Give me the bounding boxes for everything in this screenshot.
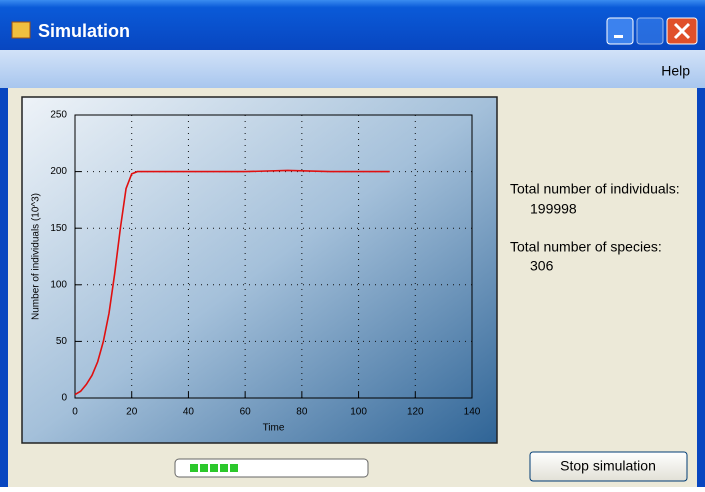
x-tick-label: 140 (464, 407, 481, 418)
y-tick-label: 100 (50, 279, 67, 290)
progress-bar (174, 458, 369, 478)
x-tick-label: 60 (240, 407, 252, 418)
y-tick-label: 150 (50, 223, 67, 234)
data-line (74, 169, 390, 396)
stat-value: 306 (530, 258, 554, 274)
x-tick-label: 80 (296, 407, 308, 418)
app-icon (11, 21, 31, 39)
x-tick-label: 40 (183, 407, 195, 418)
minimize-button[interactable] (606, 17, 634, 45)
x-tick-label: 20 (126, 407, 138, 418)
title-bar (0, 0, 705, 50)
stop-button[interactable] (529, 451, 688, 482)
y-tick-label: 50 (56, 336, 68, 347)
y-axis-label: Number of individuals (10^3) (31, 193, 42, 320)
x-axis-label: Time (263, 423, 285, 434)
window-border (0, 88, 8, 487)
maximize-button[interactable] (636, 17, 664, 45)
button-label: Stop simulation (560, 458, 656, 474)
menu-item[interactable]: Help (661, 63, 690, 79)
y-tick-label: 200 (50, 166, 67, 177)
y-tick-label: 250 (50, 110, 67, 121)
x-tick-label: 0 (72, 407, 78, 418)
stat-label: Total number of individuals: (510, 181, 680, 197)
x-tick-label: 100 (350, 407, 367, 418)
chart-panel (21, 96, 498, 444)
stat-label: Total number of species: (510, 239, 662, 255)
minimize-icon (614, 35, 623, 38)
menu-bar (0, 50, 705, 88)
stat-value: 199998 (530, 201, 577, 217)
progress-fill (190, 464, 238, 472)
plot-frame (74, 114, 473, 399)
plot: 0 50 100 150 200 250 0 20 40 60 80 100 120 140 Time Num… (31, 110, 481, 434)
window-title: Simulation (38, 21, 130, 41)
window-border (697, 88, 705, 487)
y-tick-label: 0 (61, 393, 67, 404)
x-tick-label: 120 (407, 407, 424, 418)
close-icon (673, 22, 691, 40)
